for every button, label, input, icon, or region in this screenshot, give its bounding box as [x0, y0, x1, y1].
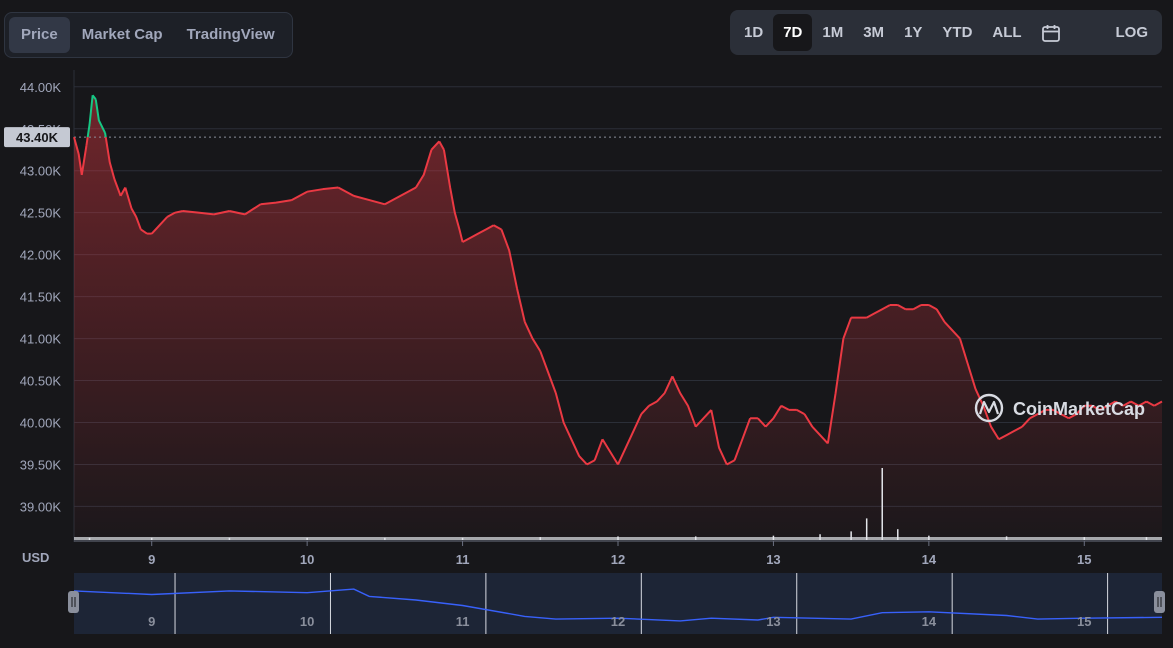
time-range-selector: 1D 7D 1M 3M 1Y YTD ALL LOG	[730, 10, 1162, 55]
volume-bar	[1083, 537, 1086, 540]
navigator-day-dividers	[174, 573, 1109, 634]
x-tick-label: 13	[766, 552, 780, 567]
y-tick-label: 42.00K	[20, 248, 62, 263]
navigator-label: 10	[300, 614, 314, 629]
y-tick-label: 39.50K	[20, 457, 62, 472]
volume-bar	[1145, 537, 1148, 540]
navigator-label: 13	[766, 614, 780, 629]
x-tick-label: 15	[1077, 552, 1091, 567]
y-tick-label: 40.50K	[20, 374, 62, 389]
volume-bar	[228, 537, 231, 540]
volume-bar	[88, 537, 91, 540]
volume-bar	[850, 531, 852, 540]
volume-bar	[384, 537, 386, 540]
range-1y-button[interactable]: 1Y	[904, 24, 923, 41]
navigator-line	[73, 588, 1163, 622]
currency-label: USD	[22, 550, 49, 565]
volume-bar	[539, 537, 542, 540]
y-tick-label: 41.50K	[20, 290, 62, 305]
y-tick-label: 44.00K	[20, 80, 62, 95]
volume-bar	[461, 537, 464, 540]
range-1m-button[interactable]: 1M	[822, 24, 844, 41]
x-axis: 9 10 11 12 13 14 15	[74, 540, 1162, 567]
navigator-left-handle[interactable]	[68, 591, 79, 613]
y-tick-label: 43.00K	[20, 164, 62, 179]
range-1d-button[interactable]: 1D	[744, 24, 764, 41]
range-3m-button[interactable]: 3M	[863, 24, 885, 41]
range-7d-button[interactable]: 7D	[773, 14, 813, 51]
watermark-text: CoinMarketCap	[1013, 399, 1145, 419]
navigator-labels: 9 10 11 12 13 14 15	[148, 614, 1091, 629]
volume-bar	[928, 535, 930, 540]
range-navigator: 9 10 11 12 13 14 15	[68, 573, 1165, 634]
y-tick-label: 40.00K	[20, 416, 62, 431]
volume-bar	[694, 536, 697, 540]
range-all-button[interactable]: ALL	[992, 24, 1022, 41]
volume-bar	[772, 535, 775, 540]
coinmarketcap-logo-icon	[974, 393, 1004, 423]
calendar-icon	[1041, 24, 1060, 42]
volume-bar	[617, 536, 619, 540]
watermark: CoinMarketCap	[974, 393, 1145, 423]
y-tick-label: 42.50K	[20, 206, 62, 221]
tab-price[interactable]: Price	[9, 17, 70, 53]
tab-market-cap[interactable]: Market Cap	[81, 26, 163, 43]
tab-tradingview[interactable]: TradingView	[186, 26, 275, 43]
chart-type-tabs: Price Market Cap TradingView	[4, 12, 293, 58]
y-tick-label: 41.00K	[20, 332, 62, 347]
navigator-right-handle[interactable]	[1154, 591, 1165, 613]
volume-bar	[150, 537, 153, 540]
volume-bar	[897, 529, 899, 540]
current-price-text: 43.40K	[16, 130, 59, 145]
volume-bar	[819, 534, 821, 540]
volume-bars	[74, 468, 1162, 540]
price-area	[74, 95, 1162, 540]
range-ytd-button[interactable]: YTD	[942, 24, 973, 41]
navigator-label: 12	[611, 614, 625, 629]
volume-bar	[1005, 536, 1008, 540]
x-tick-label: 9	[148, 552, 155, 567]
date-range-button[interactable]	[1032, 14, 1070, 51]
x-tick-label: 10	[300, 552, 314, 567]
navigator-label: 14	[922, 614, 937, 629]
log-scale-button[interactable]: LOG	[1115, 24, 1149, 41]
navigator-label: 11	[456, 614, 470, 629]
volume-bar	[865, 518, 868, 540]
volume-bar	[881, 468, 883, 540]
price-line-down	[73, 136, 1163, 466]
x-tick-label: 11	[456, 552, 470, 567]
navigator-label: 15	[1077, 614, 1091, 629]
navigator-label: 9	[148, 614, 155, 629]
volume-bar	[306, 537, 308, 540]
x-tick-label: 12	[611, 552, 625, 567]
y-tick-label: 39.00K	[20, 499, 62, 514]
price-line-up	[86, 94, 107, 138]
current-price-label: 43.40K	[4, 127, 70, 148]
x-tick-label: 14	[922, 552, 937, 567]
